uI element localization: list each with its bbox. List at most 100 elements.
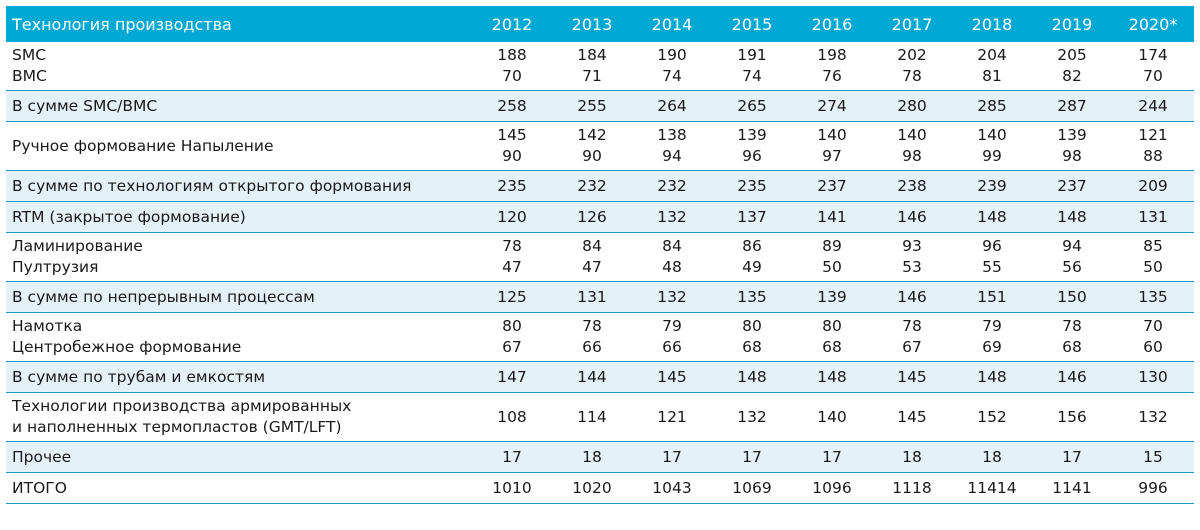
value-cell: 79 69 [952,312,1032,362]
value-cell: 151 [952,281,1032,313]
cell-line: В сумме по непрерывным процессам [12,287,315,306]
value-cell: 137 [712,201,792,233]
value-cell: 80 68 [792,312,872,362]
cell-line: 15 [1143,447,1163,466]
column-header-year: 2013 [552,6,632,42]
value-cell: 191 74 [712,42,792,91]
value-cell: 148 [952,201,1032,233]
value-cell: 89 50 [792,232,872,282]
cell-line: 140 [977,126,1007,144]
cell-line: 71 [582,67,602,85]
table-body: SMC BMC 188 70 184 71 190 74 191 74 198 76 202 78 204 8… [6,42,1194,504]
cell-line: 235 [497,176,527,195]
cell-line: 78 [582,317,602,335]
cell-line: 11414 [967,478,1017,497]
value-cell: 18 [872,441,952,473]
value-cell: 1020 [552,472,632,504]
value-cell: 108 [472,392,552,442]
value-cell: 148 [1032,201,1112,233]
cell-line: 96 [982,237,1002,255]
cell-line: 99 [982,147,1002,165]
cell-line: 1118 [892,478,932,497]
value-cell: 156 [1032,392,1112,442]
value-cell: 135 [712,281,792,313]
cell-line: SMC [12,46,47,64]
cell-line: 80 [742,317,762,335]
cell-line: 1010 [492,478,532,497]
cell-line: 70 [1143,317,1163,335]
table-row-subtotal: В сумме по технологиям открытого формова… [6,170,1194,202]
cell-line: 148 [977,207,1007,226]
value-cell: 78 66 [552,312,632,362]
value-cell: 80 68 [712,312,792,362]
cell-line: Пултрузия [12,258,99,276]
cell-line: 1043 [652,478,692,497]
cell-line: 94 [1062,237,1082,255]
cell-line: 17 [662,447,682,466]
cell-line: 66 [582,338,602,356]
cell-line: 130 [1138,367,1168,386]
cell-line: 18 [982,447,1002,466]
cell-line: 139 [737,126,767,144]
cell-line: RTM (закрытое формование) [12,207,246,226]
row-label: Намотка Центробежное формование [6,312,472,362]
value-cell: 1010 [472,472,552,504]
cell-line: 55 [982,258,1002,276]
row-label: Технологии производства армированных и на… [6,392,472,442]
value-cell: 131 [552,281,632,313]
value-cell: 144 [552,361,632,393]
row-label: SMC BMC [6,42,472,91]
cell-line: 255 [577,96,607,115]
value-cell: 146 [872,281,952,313]
cell-line: 70 [502,67,522,85]
cell-line: 53 [902,258,922,276]
value-cell: 121 88 [1112,121,1194,171]
value-cell: 1096 [792,472,872,504]
cell-line: 67 [502,338,522,356]
value-cell: 17 [792,441,872,473]
cell-line: 244 [1138,96,1168,115]
value-cell: 78 67 [872,312,952,362]
value-cell: 145 90 [472,121,552,171]
value-cell: 132 [712,392,792,442]
value-cell: 239 [952,170,1032,202]
value-cell: 132 [1112,392,1194,442]
cell-line: 78 [902,317,922,335]
cell-line: 17 [822,447,842,466]
cell-line: 132 [657,287,687,306]
cell-line: 264 [657,96,687,115]
table-row: Намотка Центробежное формование 80 67 78 66 79… [6,312,1194,362]
table-header-row: Технология производства 2012 2013 2014 2… [6,6,1194,42]
value-cell: 148 [792,361,872,393]
value-cell: 140 99 [952,121,1032,171]
value-cell: 198 76 [792,42,872,91]
cell-line: 150 [1057,287,1087,306]
cell-line: 97 [822,147,842,165]
cell-line: 80 [822,317,842,335]
value-cell: 132 [632,281,712,313]
value-cell: 237 [1032,170,1112,202]
column-header-year: 2016 [792,6,872,42]
cell-line: 138 [657,126,687,144]
cell-line: 188 [497,46,527,64]
value-cell: 1118 [872,472,952,504]
cell-line: 78 [1062,317,1082,335]
value-cell: 93 53 [872,232,952,282]
cell-line: 148 [817,367,847,386]
value-cell: 86 49 [712,232,792,282]
cell-line: 17 [742,447,762,466]
production-technology-table: Технология производства 2012 2013 2014 2… [6,6,1194,504]
cell-line: 68 [822,338,842,356]
value-cell: 174 70 [1112,42,1194,91]
cell-line: 140 [817,407,847,426]
value-cell: 147 [472,361,552,393]
table-row: Ручное формование Напыление 145 90 142 90 138… [6,121,1194,171]
cell-line: Центробежное формование [12,338,242,356]
cell-line: Прочее [12,447,72,466]
value-cell: 264 [632,90,712,122]
value-cell: 274 [792,90,872,122]
cell-line: 76 [822,67,842,85]
value-cell: 135 [1112,281,1194,313]
cell-line: 81 [982,67,1002,85]
cell-line: 126 [577,207,607,226]
